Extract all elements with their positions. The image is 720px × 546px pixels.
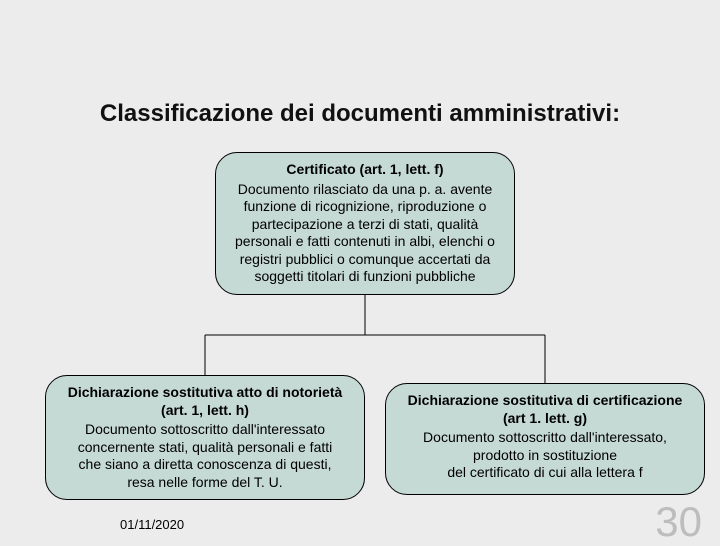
slide-title: Classificazione dei documenti amministra…	[0, 100, 720, 128]
node-left-body: Documento sottoscritto dall'interessato …	[56, 421, 354, 491]
node-root: Certificato (art. 1, lett. f) Documento …	[215, 152, 515, 295]
node-root-title: Certificato (art. 1, lett. f)	[226, 161, 504, 179]
node-left-title: Dichiarazione sostitutiva atto di notori…	[56, 384, 354, 419]
footer-date: 01/11/2020	[120, 517, 184, 532]
slide: Classificazione dei documenti amministra…	[0, 0, 720, 540]
node-right-title: Dichiarazione sostitutiva di certificazi…	[396, 392, 694, 427]
node-right: Dichiarazione sostitutiva di certificazi…	[385, 383, 705, 495]
node-right-body: Documento sottoscritto dall'interessato,…	[396, 429, 694, 482]
page-number: 30	[655, 498, 702, 546]
node-left: Dichiarazione sostitutiva atto di notori…	[45, 375, 365, 500]
node-root-body: Documento rilasciato da una p. a. avente…	[226, 181, 504, 286]
